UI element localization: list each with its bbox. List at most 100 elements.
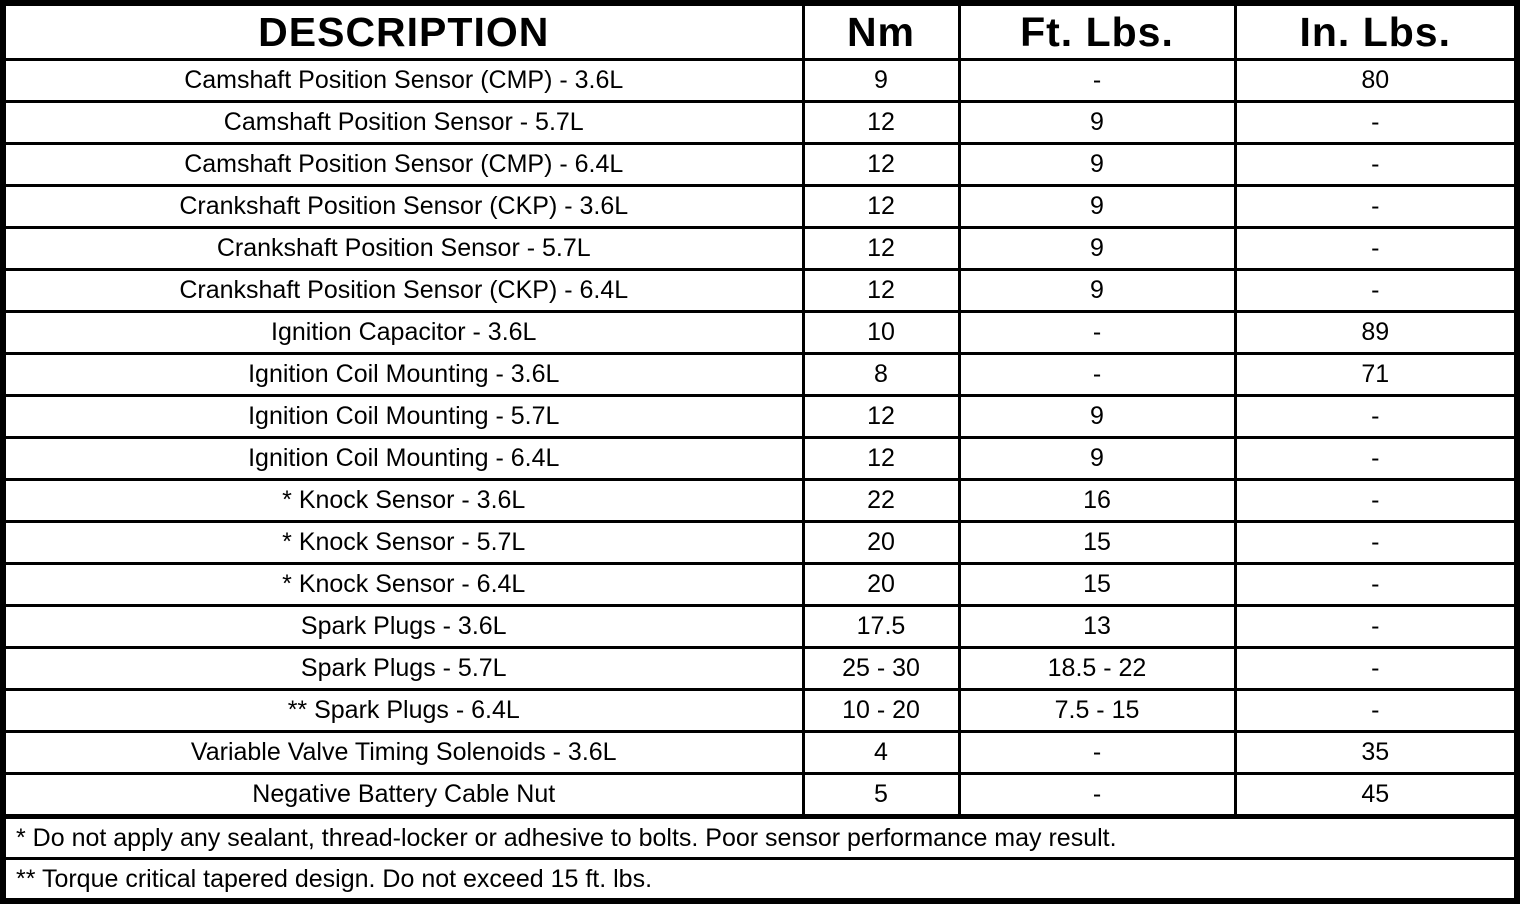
nm-cell: 4: [801, 730, 961, 775]
ft-lbs-cell: 9: [957, 100, 1237, 145]
header-description: DESCRIPTION: [1, 1, 805, 61]
in-lbs-cell: -: [1233, 268, 1519, 313]
in-lbs-cell: -: [1233, 436, 1519, 481]
footnote-row: * Do not apply any sealant, thread-locke…: [0, 814, 1520, 860]
header-row: DESCRIPTION Nm Ft. Lbs. In. Lbs.: [1, 1, 1519, 61]
table-row: Camshaft Position Sensor (CMP) - 3.6L 9-8…: [1, 58, 1519, 103]
in-lbs-cell: 35: [1233, 730, 1519, 775]
description-cell: * Knock Sensor - 6.4L: [1, 562, 805, 607]
in-lbs-cell: 71: [1233, 352, 1519, 397]
table-row: Spark Plugs - 3.6L 17.5 13-: [1, 604, 1519, 649]
header-nm: Nm: [801, 1, 961, 61]
description-cell: * Knock Sensor - 5.7L: [1, 520, 805, 565]
description-cell: ** Spark Plugs - 6.4L: [1, 688, 805, 733]
ft-lbs-cell: 13: [957, 604, 1237, 649]
description-cell: Crankshaft Position Sensor (CKP) - 6.4L: [1, 268, 805, 313]
table-row: Spark Plugs - 5.7L 25 - 30 18.5 - 22-: [1, 646, 1519, 691]
table-row: Crankshaft Position Sensor (CKP) - 6.4L 1…: [1, 268, 1519, 313]
nm-cell: 22: [801, 478, 961, 523]
nm-cell: 12: [801, 436, 961, 481]
table-row: * Knock Sensor - 5.7L 20 15-: [1, 520, 1519, 565]
nm-cell: 20: [801, 562, 961, 607]
table-row: Crankshaft Position Sensor (CKP) - 3.6L 1…: [1, 184, 1519, 229]
nm-cell: 12: [801, 226, 961, 271]
in-lbs-cell: 80: [1233, 58, 1519, 103]
ft-lbs-cell: 9: [957, 226, 1237, 271]
description-cell: * Knock Sensor - 3.6L: [1, 478, 805, 523]
description-cell: Ignition Coil Mounting - 5.7L: [1, 394, 805, 439]
footnote-torque-critical: ** Torque critical tapered design. Do no…: [0, 857, 1520, 904]
description-cell: Camshaft Position Sensor (CMP) - 3.6L: [1, 58, 805, 103]
ft-lbs-cell: -: [957, 730, 1237, 775]
nm-cell: 12: [801, 268, 961, 313]
ft-lbs-cell: -: [957, 310, 1237, 355]
ft-lbs-cell: 9: [957, 436, 1237, 481]
nm-cell: 17.5: [801, 604, 961, 649]
table-header: DESCRIPTION Nm Ft. Lbs. In. Lbs.: [1, 1, 1519, 61]
ft-lbs-cell: -: [957, 58, 1237, 103]
in-lbs-cell: 89: [1233, 310, 1519, 355]
table-row: Camshaft Position Sensor (CMP) - 6.4L 12 9…: [1, 142, 1519, 187]
nm-cell: 5: [801, 772, 961, 818]
description-cell: Camshaft Position Sensor - 5.7L: [1, 100, 805, 145]
description-cell: Ignition Coil Mounting - 6.4L: [1, 436, 805, 481]
nm-cell: 10: [801, 310, 961, 355]
nm-cell: 10 - 20: [801, 688, 961, 733]
table-row: Variable Valve Timing Solenoids - 3.6L 4-…: [1, 730, 1519, 775]
ft-lbs-cell: 9: [957, 184, 1237, 229]
ft-lbs-cell: -: [957, 352, 1237, 397]
footnote-sensor-sealant: * Do not apply any sealant, thread-locke…: [0, 814, 1520, 860]
in-lbs-cell: -: [1233, 646, 1519, 691]
description-cell: Ignition Coil Mounting - 3.6L: [1, 352, 805, 397]
in-lbs-cell: -: [1233, 226, 1519, 271]
description-cell: Spark Plugs - 5.7L: [1, 646, 805, 691]
nm-cell: 25 - 30: [801, 646, 961, 691]
ft-lbs-cell: 7.5 - 15: [957, 688, 1237, 733]
in-lbs-cell: -: [1233, 394, 1519, 439]
in-lbs-cell: -: [1233, 562, 1519, 607]
nm-cell: 12: [801, 184, 961, 229]
ft-lbs-cell: 9: [957, 142, 1237, 187]
table-row: Ignition Coil Mounting - 6.4L 12 9-: [1, 436, 1519, 481]
description-cell: Spark Plugs - 3.6L: [1, 604, 805, 649]
nm-cell: 8: [801, 352, 961, 397]
description-cell: Negative Battery Cable Nut: [1, 772, 805, 818]
nm-cell: 20: [801, 520, 961, 565]
in-lbs-cell: -: [1233, 520, 1519, 565]
nm-cell: 12: [801, 142, 961, 187]
description-cell: Crankshaft Position Sensor - 5.7L: [1, 226, 805, 271]
in-lbs-cell: -: [1233, 142, 1519, 187]
in-lbs-cell: -: [1233, 184, 1519, 229]
in-lbs-cell: -: [1233, 688, 1519, 733]
ft-lbs-cell: 15: [957, 520, 1237, 565]
description-cell: Camshaft Position Sensor (CMP) - 6.4L: [1, 142, 805, 187]
table-row: Ignition Capacitor - 3.6L 10-89: [1, 310, 1519, 355]
header-in-lbs: In. Lbs.: [1233, 1, 1519, 61]
ft-lbs-cell: 15: [957, 562, 1237, 607]
in-lbs-cell: -: [1233, 604, 1519, 649]
description-cell: Variable Valve Timing Solenoids - 3.6L: [1, 730, 805, 775]
table-row: * Knock Sensor - 6.4L 20 15-: [1, 562, 1519, 607]
nm-cell: 9: [801, 58, 961, 103]
description-cell: Crankshaft Position Sensor (CKP) - 3.6L: [1, 184, 805, 229]
footnote-row: ** Torque critical tapered design. Do no…: [0, 857, 1520, 904]
header-ft-lbs: Ft. Lbs.: [957, 1, 1237, 61]
description-cell: Ignition Capacitor - 3.6L: [1, 310, 805, 355]
table-row: ** Spark Plugs - 6.4L 10 - 20 7.5 - 15-: [1, 688, 1519, 733]
table-row: Ignition Coil Mounting - 5.7L 12 9-: [1, 394, 1519, 439]
table-body: Camshaft Position Sensor (CMP) - 3.6L 9-8…: [1, 58, 1519, 818]
table-row: Negative Battery Cable Nut 5-45: [1, 772, 1519, 818]
in-lbs-cell: -: [1233, 100, 1519, 145]
ft-lbs-cell: 18.5 - 22: [957, 646, 1237, 691]
table-row: Crankshaft Position Sensor - 5.7L 12 9-: [1, 226, 1519, 271]
nm-cell: 12: [801, 394, 961, 439]
ft-lbs-cell: 16: [957, 478, 1237, 523]
table-row: * Knock Sensor - 3.6L 22 16-: [1, 478, 1519, 523]
ft-lbs-cell: 9: [957, 394, 1237, 439]
table-footnotes: * Do not apply any sealant, thread-locke…: [0, 814, 1520, 904]
ft-lbs-cell: -: [957, 772, 1237, 818]
in-lbs-cell: 45: [1233, 772, 1519, 818]
ft-lbs-cell: 9: [957, 268, 1237, 313]
